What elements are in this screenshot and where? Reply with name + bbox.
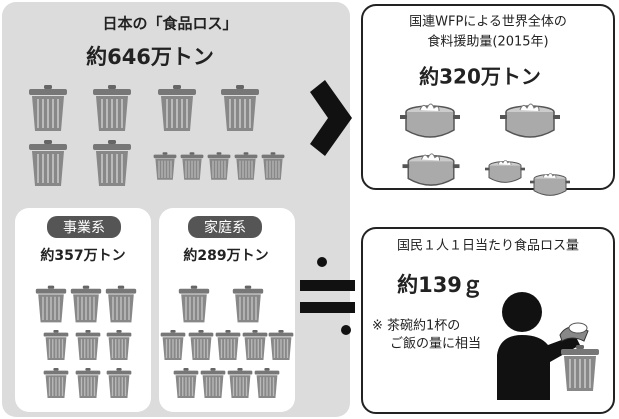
household-label: 家庭系 — [204, 219, 246, 236]
infographic: 日本の「食品ロス」 約646万トン 事業系 約357万トン 家庭系 約289万ト… — [0, 0, 619, 419]
trash-can — [29, 140, 67, 186]
trash-can — [44, 368, 69, 398]
trash-can — [243, 330, 268, 360]
trash-can — [76, 330, 101, 360]
trash-can — [255, 368, 280, 398]
wfp-box — [362, 5, 614, 189]
trash-can — [29, 85, 67, 131]
trash-can — [221, 85, 259, 131]
trash-can — [228, 368, 253, 398]
trash-can — [158, 85, 196, 131]
food-pot — [485, 160, 525, 182]
trash-can — [269, 330, 294, 360]
trash-can — [235, 152, 258, 180]
household-amount: 約289万トン — [183, 247, 268, 264]
trash-can — [107, 368, 132, 398]
trash-can — [71, 286, 101, 323]
food-pot — [400, 104, 460, 137]
per-capita-title: 国民１人１日当たり食品ロス量 — [397, 238, 579, 254]
business-amount: 約357万トン — [40, 247, 125, 264]
business-label: 事業系 — [63, 220, 105, 236]
total-amount: 約646万トン — [86, 45, 214, 69]
food-pot — [403, 154, 460, 185]
trash-can — [189, 330, 214, 360]
food-pot — [500, 104, 560, 137]
panel-title: 日本の「食品ロス」 — [102, 15, 237, 33]
trash-can — [76, 368, 101, 398]
per-capita-amount: 約139ｇ — [397, 273, 483, 298]
trash-can — [174, 368, 199, 398]
trash-can — [154, 152, 177, 180]
trash-can — [161, 330, 186, 360]
trash-can — [36, 286, 66, 323]
trash-can — [262, 152, 285, 180]
trash-can — [233, 286, 263, 323]
trash-can — [93, 140, 131, 186]
wfp-title-line: 国連WFPによる世界全体の — [409, 14, 567, 30]
note-line: ご飯の量に相当 — [390, 336, 481, 352]
trash-can — [208, 152, 231, 180]
wfp-title-line: 食料援助量(2015年) — [427, 34, 548, 50]
trash-can — [561, 345, 599, 391]
trash-can — [107, 330, 132, 360]
trash-can — [44, 330, 69, 360]
trash-can — [181, 152, 204, 180]
trash-can — [93, 85, 131, 131]
trash-can — [201, 368, 226, 398]
food-pot — [530, 173, 570, 195]
trash-can — [179, 286, 209, 323]
trash-can — [106, 286, 136, 323]
trash-can — [216, 330, 241, 360]
note-line: ※ 茶碗約1杯の — [372, 318, 460, 334]
wfp-amount: 約320万トン — [419, 65, 541, 89]
